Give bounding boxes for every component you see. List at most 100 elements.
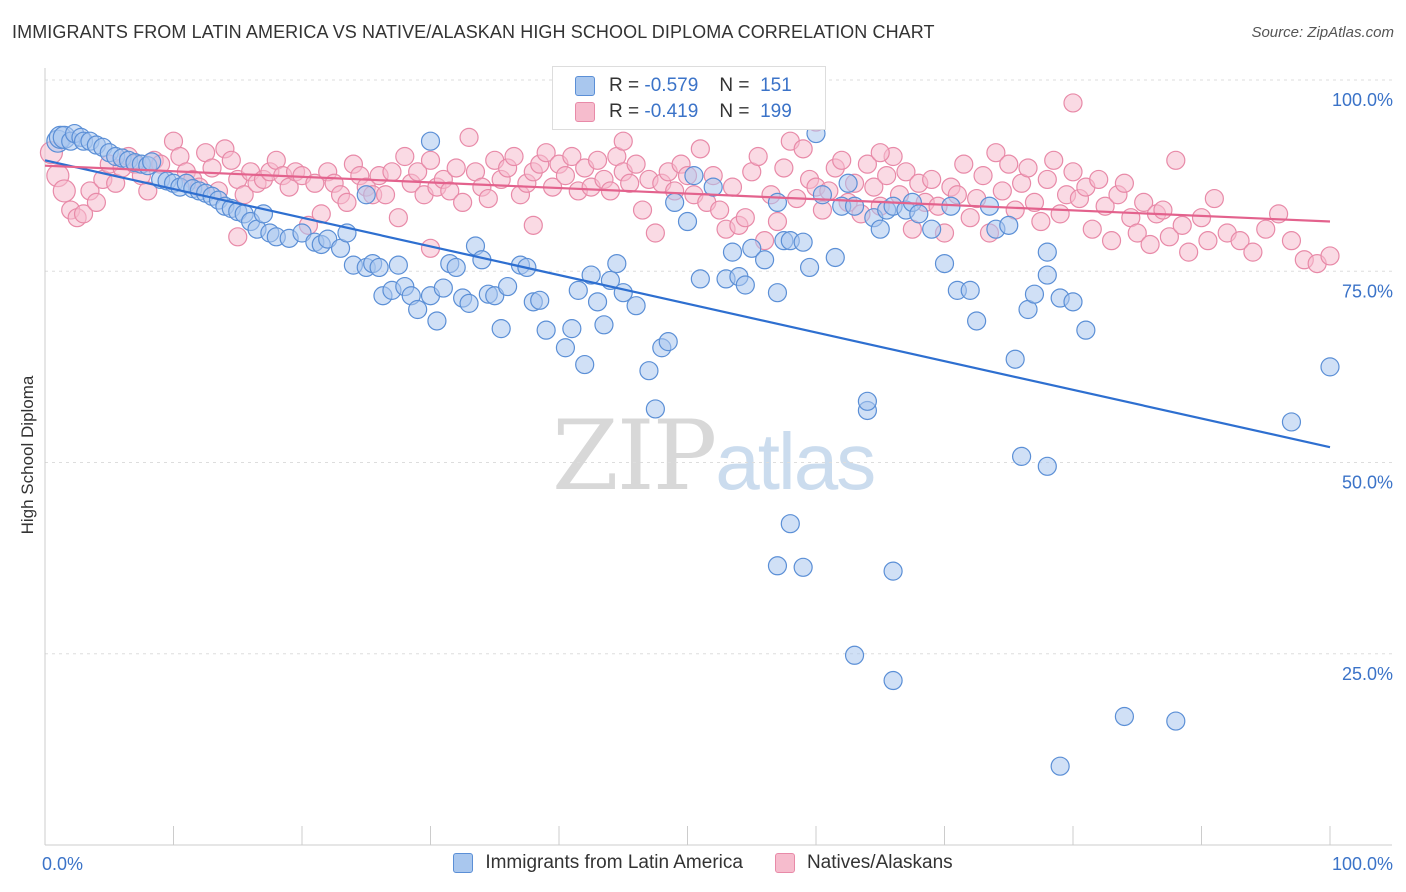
point-latin-america — [722, 242, 743, 262]
point-natives — [523, 215, 543, 235]
legend-r-value-2: -0.419 — [644, 101, 699, 122]
point-natives — [1050, 204, 1070, 224]
point-natives — [999, 154, 1019, 174]
point-natives — [986, 143, 1006, 163]
point-latin-america — [684, 166, 704, 186]
point-latin-america — [575, 354, 595, 375]
point-natives — [1191, 208, 1212, 228]
y-tick-label: 75.0% — [1342, 281, 1393, 301]
point-natives — [1281, 231, 1302, 251]
point-latin-america — [369, 257, 389, 278]
point-latin-america — [857, 391, 878, 411]
point-latin-america — [883, 670, 903, 691]
point-latin-america — [562, 319, 582, 339]
point-latin-america — [1005, 349, 1025, 369]
point-natives — [1256, 219, 1276, 239]
watermark-atlas: atlas — [715, 417, 876, 506]
point-latin-america — [639, 361, 659, 381]
point-latin-america — [388, 255, 408, 275]
legend-r-label: R = — [609, 101, 640, 122]
point-latin-america — [960, 280, 980, 300]
point-natives — [395, 146, 415, 167]
point-natives — [1153, 200, 1173, 220]
legend-r-value-1: -0.579 — [644, 75, 699, 96]
point-latin-america — [581, 265, 601, 285]
point-latin-america — [536, 320, 556, 340]
point-natives — [1101, 231, 1122, 251]
point-latin-america — [645, 399, 665, 419]
trend-line-latin-america — [44, 159, 1331, 449]
point-latin-america — [967, 311, 987, 331]
point-natives — [767, 211, 788, 232]
point-natives — [1243, 242, 1263, 262]
point-natives — [1018, 158, 1038, 178]
point-latin-america — [665, 192, 685, 212]
legend-swatch-pink — [575, 102, 595, 122]
point-natives — [922, 169, 942, 190]
point-natives — [1031, 211, 1051, 232]
point-natives — [228, 227, 248, 247]
point-latin-america — [498, 276, 518, 297]
legend-swatch-pink — [774, 853, 795, 873]
point-natives — [748, 146, 768, 167]
point-natives — [857, 154, 878, 174]
point-natives — [690, 139, 710, 159]
point-natives — [388, 208, 408, 228]
point-natives — [992, 181, 1012, 201]
point-latin-america — [922, 219, 942, 239]
legend-swatch-blue — [453, 853, 474, 873]
point-natives — [626, 154, 646, 174]
point-latin-america — [1024, 284, 1045, 304]
point-natives — [973, 166, 993, 186]
point-latin-america — [1166, 711, 1186, 731]
point-latin-america — [742, 238, 762, 258]
point-latin-america — [825, 247, 845, 268]
point-natives — [1172, 215, 1192, 235]
point-latin-america — [626, 296, 646, 316]
point-latin-america — [677, 211, 698, 232]
point-latin-america — [844, 645, 865, 665]
point-natives — [645, 223, 665, 243]
x-tick-label-end: 100.0% — [1332, 854, 1393, 874]
legend-row-natives: R = -0.419 N = 199 — [575, 99, 792, 125]
point-latin-america — [1050, 756, 1070, 776]
point-latin-america — [838, 173, 858, 193]
watermark: ZIPatlas — [552, 400, 876, 512]
point-latin-america — [1320, 357, 1340, 377]
point-natives — [735, 208, 755, 228]
point-latin-america — [594, 315, 614, 335]
legend-item-natives[interactable]: Natives/Alaskans — [774, 852, 953, 874]
point-natives — [722, 177, 743, 197]
legend-item-latin-america[interactable]: Immigrants from Latin America — [453, 852, 743, 874]
point-latin-america — [934, 254, 955, 274]
point-natives — [1159, 227, 1179, 247]
source-label: Source: ZipAtlas.com — [1251, 24, 1394, 41]
legend-label-latin-america: Immigrants from Latin America — [485, 852, 743, 873]
point-latin-america — [1011, 446, 1032, 466]
point-natives — [1134, 192, 1154, 212]
correlation-legend: R = -0.579 N = 151 R = -0.419 N = 199 — [552, 66, 826, 130]
tick-labels: 100.0% 75.0% 50.0% 25.0% 0.0% 100.0% — [42, 90, 1393, 874]
point-latin-america — [735, 275, 755, 295]
point-natives — [375, 185, 396, 205]
point-natives — [305, 173, 325, 193]
point-natives — [52, 179, 76, 203]
point-natives — [632, 200, 653, 220]
point-natives — [1179, 242, 1199, 262]
point-natives — [1082, 219, 1102, 239]
point-natives — [954, 154, 974, 174]
point-latin-america — [799, 257, 820, 278]
point-natives — [1204, 188, 1224, 209]
point-natives — [613, 131, 633, 151]
point-latin-america — [607, 254, 627, 274]
trend-line-natives — [44, 164, 1331, 223]
chart-title: IMMIGRANTS FROM LATIN AMERICA VS NATIVE/… — [12, 22, 935, 42]
point-latin-america — [690, 269, 710, 289]
point-latin-america — [433, 278, 453, 298]
point-natives — [221, 150, 241, 170]
point-latin-america — [1076, 320, 1096, 340]
point-natives — [710, 200, 730, 220]
point-latin-america — [754, 250, 775, 270]
legend-n-label: N = — [719, 75, 750, 96]
point-latin-america — [356, 185, 376, 205]
